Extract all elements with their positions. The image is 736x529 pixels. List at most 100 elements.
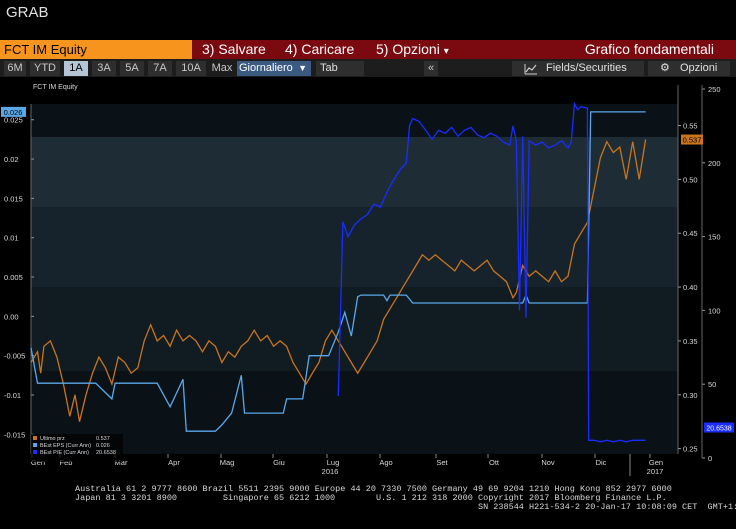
window-title: GRAB [6, 4, 49, 21]
gear-icon: ⚙ [660, 62, 670, 74]
left-axis-label: 0.025 [4, 116, 23, 125]
legend-label: BEst EPS (Curr Ann) [40, 443, 91, 449]
chart-line-icon [524, 64, 537, 75]
chart-panel[interactable]: 0.025 0.02 0.015 0.01 0.005 0.00 -0.005 -0.01 -0… [0, 77, 736, 478]
legend-value: 0.537 [96, 436, 110, 442]
plot-band-mid [31, 207, 678, 287]
x-axis-year-label: 2016 [322, 467, 339, 476]
function-title: Grafico fondamentali [584, 41, 714, 57]
legend-label: BEst P/E (Curr Ann) [40, 450, 89, 456]
plot-band-lower [31, 287, 678, 371]
load-button-label: Caricare [301, 41, 355, 57]
fundamentals-chart[interactable]: 0.025 0.02 0.015 0.01 0.005 0.00 -0.005 -0.01 -0… [0, 77, 736, 478]
x-axis-label: Ott [489, 458, 500, 467]
period-max-button[interactable]: Max [209, 61, 235, 76]
load-button[interactable]: 4) Caricare [285, 40, 354, 59]
period-6m-button[interactable]: 6M [4, 61, 26, 76]
legend-value: 0.026 [96, 443, 110, 449]
pe-axis-label: 50 [708, 380, 716, 389]
options-menu-label: Opzioni [392, 41, 440, 57]
options-menu-button[interactable]: 5) Opzioni ▾ [376, 40, 449, 59]
chart-options-label: Opzioni [680, 62, 718, 74]
x-axis-label: Feb [60, 458, 73, 467]
footer-session-info: SN 238544 H221-534-2 20-Jan-17 10:08:09 … [478, 502, 736, 512]
plot-band-upper [31, 137, 678, 207]
legend-swatch [33, 450, 37, 454]
footer-copyright: Copyright 2017 Bloomberg Finance L.P. [478, 493, 667, 503]
x-axis-label: Gen [649, 458, 663, 467]
legend-label: Ultimo prz [40, 436, 65, 442]
series-line-1 [30, 139, 647, 422]
x-axis-label: Ago [379, 458, 392, 467]
left-axis-label: -0.01 [4, 391, 21, 400]
x-axis-label: Lug [327, 458, 340, 467]
pe-axis-label: 100 [708, 306, 721, 315]
command-bar: FCT IM Equity 3) Salvare 4) Caricare 5) … [0, 40, 736, 59]
period-5a-button[interactable]: 5A [120, 61, 144, 76]
frequency-select[interactable]: Giornaliero ▼ [237, 61, 311, 76]
period-ytd-button[interactable]: YTD [30, 61, 60, 76]
pe-axis-label: 200 [708, 159, 721, 168]
x-axis-label: Giu [273, 458, 285, 467]
series-line-2 [30, 111, 646, 432]
price-axis-label: 0.45 [683, 229, 698, 238]
period-10a-button[interactable]: 10A [176, 61, 206, 76]
price-axis-label: 0.40 [683, 283, 698, 292]
chart-panel-title: FCT IM Equity [33, 84, 78, 91]
options-menu-number: 5) [376, 41, 389, 57]
x-axis-label: Nov [541, 458, 555, 467]
x-axis-label: Apr [168, 458, 180, 467]
load-button-number: 4) [285, 41, 298, 57]
chevron-down-icon: ▾ [443, 46, 449, 57]
period-7a-button[interactable]: 7A [148, 61, 172, 76]
price-axis-label: 0.25 [683, 445, 698, 454]
x-axis-label: Set [436, 458, 448, 467]
legend-swatch [33, 443, 37, 447]
dropdown-arrow-icon: ▼ [298, 63, 307, 73]
chart-options-button[interactable]: ⚙ Opzioni [648, 61, 730, 76]
left-axis-label: -0.015 [4, 430, 25, 439]
footer-contacts-line1: Australia 61 2 9777 8600 Brazil 5511 239… [75, 484, 672, 494]
x-axis-label: Mag [220, 458, 235, 467]
price-last-value-text: 0.537 [683, 136, 702, 145]
price-axis-label: 0.50 [683, 175, 698, 184]
footer: Australia 61 2 9777 8600 Brazil 5511 239… [0, 480, 736, 529]
security-field[interactable]: FCT IM Equity [0, 40, 192, 59]
pe-axis-label: 0 [708, 454, 712, 463]
legend-value: 20.6538 [96, 450, 116, 456]
save-button-label: Salvare [218, 41, 266, 57]
window-titlebar: GRAB [0, 0, 736, 40]
collapse-button[interactable]: « [424, 61, 438, 76]
pe-axis-label: 250 [708, 85, 721, 94]
chart-toolbar: 6M YTD 1A 3A 5A 7A 10A Max Giornaliero ▼… [0, 59, 736, 77]
left-axis-label: 0.01 [4, 234, 19, 243]
fields-securities-button[interactable]: Fields/Securities [512, 61, 644, 76]
left-axis-label: 0.02 [4, 155, 19, 164]
save-button-number: 3) [202, 41, 215, 57]
eps-last-value-tag [1, 106, 26, 117]
left-axis-label: 0.005 [4, 273, 23, 282]
period-1a-button[interactable]: 1A [64, 61, 88, 76]
legend-swatch [33, 436, 37, 440]
eps-last-value-text: 0.026 [4, 108, 23, 117]
footer-contacts-line2: Japan 81 3 3201 8900 Singapore 65 6212 1… [75, 493, 473, 503]
legend-box [31, 434, 123, 462]
x-axis-label: Gen [31, 458, 45, 467]
fields-securities-label: Fields/Securities [546, 62, 627, 74]
pe-last-value-text: 20.6538 [706, 426, 731, 433]
x-axis-label: Mar [115, 458, 128, 467]
left-axis-label: 0.00 [4, 312, 19, 321]
price-axis-label: 0.30 [683, 391, 698, 400]
period-3a-button[interactable]: 3A [92, 61, 116, 76]
left-axis-label: 0.015 [4, 194, 23, 203]
save-button[interactable]: 3) Salvare [202, 40, 266, 59]
x-axis-year-label: 2017 [647, 467, 664, 476]
pe-last-value-tag [704, 422, 734, 433]
series-line-3 [337, 101, 646, 443]
price-axis-label: 0.55 [683, 122, 698, 131]
price-last-value-tag [681, 134, 703, 145]
pe-axis-label: 150 [708, 233, 721, 242]
tab-button[interactable]: Tab [316, 61, 364, 76]
x-axis-label: Dic [596, 458, 607, 467]
frequency-value: Giornaliero [239, 62, 293, 74]
